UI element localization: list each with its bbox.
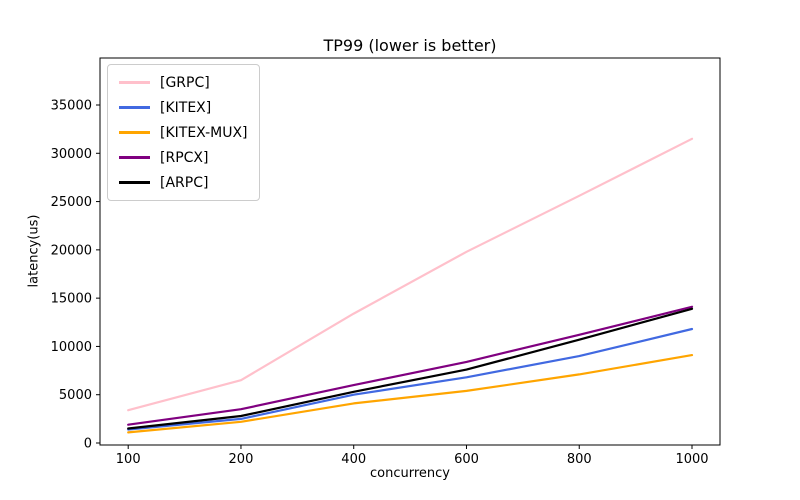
legend-item-rpcx: [RPCX]	[119, 145, 248, 170]
legend-label-grpc: [GRPC]	[160, 74, 210, 91]
y-tick-label: 20000	[51, 243, 92, 258]
y-tick-label: 0	[84, 437, 92, 452]
legend-swatch-kitex	[119, 106, 150, 109]
x-axis-label: concurrency	[370, 466, 450, 481]
legend-swatch-rpcx	[119, 156, 150, 159]
y-tick-label: 15000	[51, 292, 92, 307]
y-tick-label: 35000	[51, 99, 92, 114]
x-tick-label: 400	[341, 452, 366, 467]
series-line-kitex	[127, 327, 694, 431]
legend-swatch-arpc	[119, 181, 150, 184]
legend: [GRPC] [KITEX] [KITEX-MUX] [RPCX] [ARPC]	[107, 64, 260, 201]
x-tick-label: 800	[567, 452, 592, 467]
y-tick-label: 5000	[59, 388, 92, 403]
y-tick-label: 30000	[51, 147, 92, 162]
series-line-grpc	[127, 137, 694, 412]
legend-swatch-grpc	[119, 81, 150, 84]
legend-item-arpc: [ARPC]	[119, 170, 248, 195]
y-tick-label: 25000	[51, 195, 92, 210]
series-line-arpc	[127, 307, 694, 430]
plot-border	[99, 57, 721, 446]
chart-title: TP99 (lower is better)	[323, 36, 497, 55]
x-tick-label: 600	[454, 452, 479, 467]
legend-label-rpcx: [RPCX]	[160, 149, 209, 166]
y-tick-label: 10000	[51, 340, 92, 355]
legend-label-arpc: [ARPC]	[160, 174, 209, 191]
x-tick-label: 100	[116, 452, 141, 467]
legend-label-kitex-mux: [KITEX-MUX]	[160, 124, 248, 141]
series-line-rpcx	[127, 305, 694, 426]
legend-swatch-kitex-mux	[119, 131, 150, 134]
legend-item-kitex: [KITEX]	[119, 95, 248, 120]
series-line-kitex-mux	[127, 354, 694, 434]
legend-label-kitex: [KITEX]	[160, 99, 212, 116]
legend-item-grpc: [GRPC]	[119, 70, 248, 95]
legend-item-kitex-mux: [KITEX-MUX]	[119, 120, 248, 145]
x-tick-label: 200	[229, 452, 254, 467]
y-axis-label: latency(us)	[26, 214, 42, 288]
x-tick-label: 1000	[675, 452, 708, 467]
